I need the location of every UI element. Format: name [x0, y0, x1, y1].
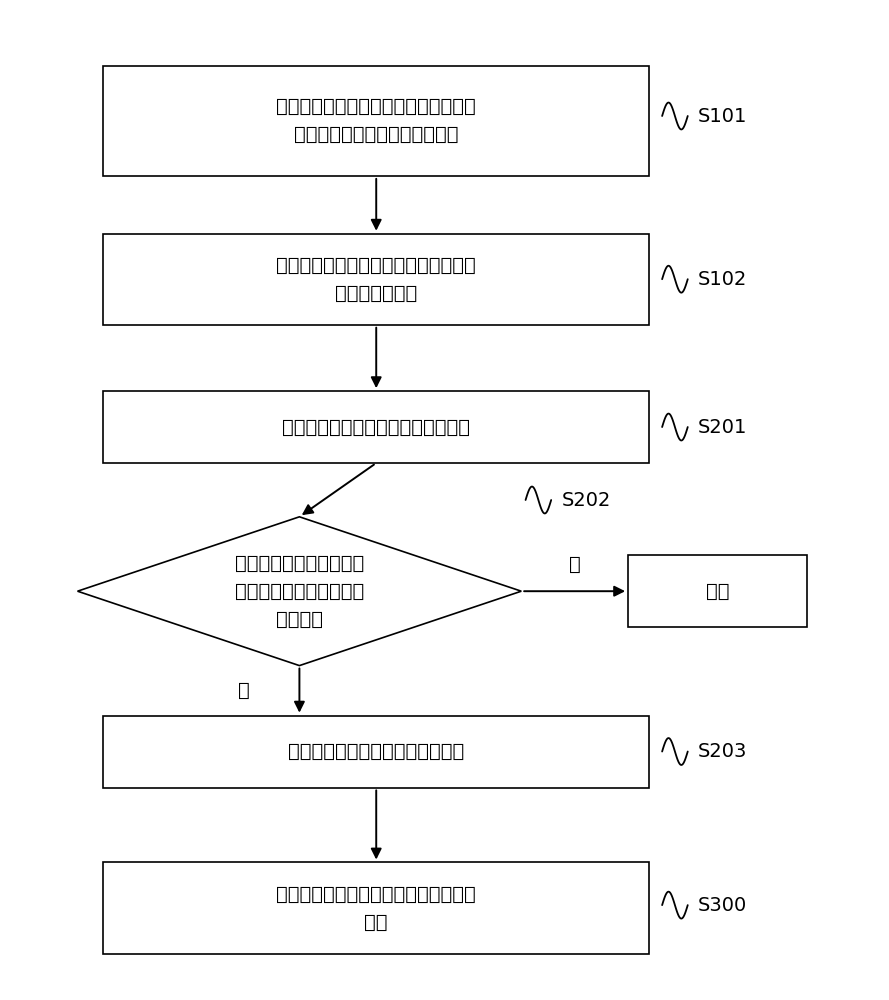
- FancyBboxPatch shape: [103, 391, 649, 463]
- Text: 接收所述终端上或耳机上的麦克风在所
述耳机播放时采集到的声音信号: 接收所述终端上或耳机上的麦克风在所 述耳机播放时采集到的声音信号: [276, 97, 477, 144]
- FancyBboxPatch shape: [103, 234, 649, 325]
- FancyBboxPatch shape: [103, 716, 649, 788]
- Text: S201: S201: [698, 418, 748, 437]
- Text: S102: S102: [698, 270, 748, 289]
- Polygon shape: [77, 517, 521, 666]
- Text: 获取所述终端播放的音频信号的频率: 获取所述终端播放的音频信号的频率: [282, 418, 470, 437]
- FancyBboxPatch shape: [103, 66, 649, 176]
- FancyBboxPatch shape: [103, 862, 649, 954]
- FancyBboxPatch shape: [628, 555, 807, 627]
- Text: 提取所述声音信号的频率作为所述耳机
的状态参数信息: 提取所述声音信号的频率作为所述耳机 的状态参数信息: [276, 256, 477, 303]
- Text: S203: S203: [698, 742, 748, 761]
- Text: 控制所述终端停止向所述耳机输出音频
信号: 控制所述终端停止向所述耳机输出音频 信号: [276, 884, 477, 932]
- Text: 否: 否: [569, 555, 581, 574]
- Text: S101: S101: [698, 106, 748, 125]
- Text: 确定所述耳机未处于佩戴使用状态: 确定所述耳机未处于佩戴使用状态: [288, 742, 464, 761]
- Text: 是: 是: [238, 681, 250, 700]
- Text: 判断所述音频信号的频率
与所述声音信号的频率是
否相匹配: 判断所述音频信号的频率 与所述声音信号的频率是 否相匹配: [235, 554, 364, 629]
- Text: S300: S300: [698, 896, 748, 915]
- Text: 结束: 结束: [706, 582, 729, 601]
- Text: S202: S202: [562, 490, 611, 510]
